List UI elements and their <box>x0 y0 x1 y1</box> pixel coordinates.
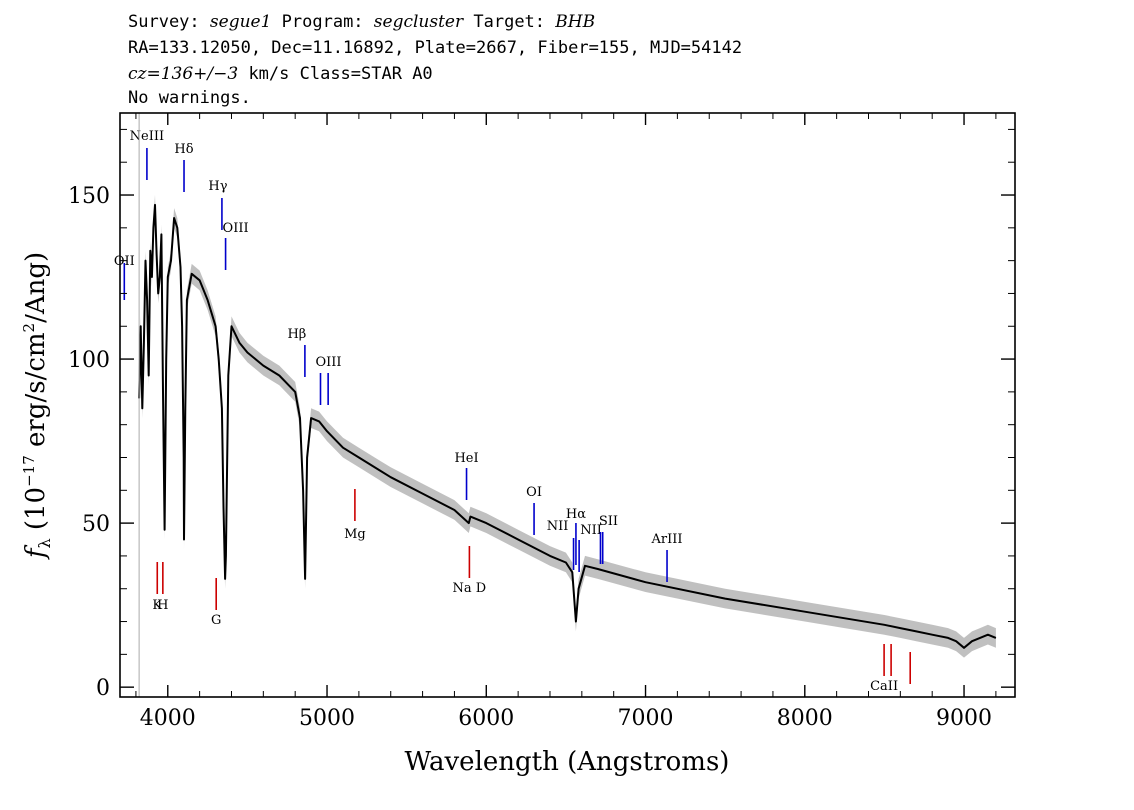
emission-line-label: NII <box>547 519 569 534</box>
x-tick-label: 5000 <box>299 706 355 731</box>
survey-value: segue1 <box>209 12 272 32</box>
header-line-3: cz=136+/−3 km/s Class=STAR A0 <box>128 64 433 84</box>
absorption-line-label: Mg <box>344 527 366 542</box>
program-label: Program: <box>281 12 364 32</box>
emission-line-label: HeI <box>454 451 478 466</box>
y-tick-label: 0 <box>96 676 110 701</box>
program-value: segcluster <box>373 12 464 32</box>
x-tick-label: 4000 <box>140 706 196 731</box>
absorption-line-label: Na D <box>453 581 487 596</box>
header-line-4: No warnings. <box>128 88 251 108</box>
error-band <box>139 195 996 658</box>
axes-layer: 4000 5000 6000 7000 8000 9000 0 50 100 150 <box>68 113 1015 731</box>
absorption-line-label: H <box>157 598 168 613</box>
emission-line-label: Hβ <box>287 327 306 342</box>
emission-line-label: Hγ <box>208 179 227 194</box>
emission-line-label: SII <box>599 514 618 529</box>
x-tick-label: 7000 <box>618 706 674 731</box>
x-axis-label: Wavelength (Angstroms) <box>405 747 730 777</box>
emission-line-label: OI <box>526 485 542 500</box>
absorption-line-label: K <box>152 598 162 613</box>
x-tick-label: 8000 <box>777 706 833 731</box>
emission-line-label: ArIII <box>651 532 683 547</box>
emission-line-label: Hδ <box>174 142 193 157</box>
emission-line-label: NII <box>580 523 602 538</box>
y-tick-label: 100 <box>68 348 110 373</box>
flux-layer <box>138 203 997 649</box>
y-tick-label: 150 <box>68 184 110 209</box>
target-label: Target: <box>473 12 546 32</box>
spectral-lines-layer: NeIIIHδHγOIIIHβOIIIHeIOINIIHαNIISIIArIII… <box>114 129 912 694</box>
x-tick-label: 6000 <box>458 706 514 731</box>
emission-line-label: NeIII <box>130 129 164 144</box>
x-tick-label: 9000 <box>936 706 992 731</box>
flux-line <box>138 203 997 649</box>
emission-line-label: OIII <box>223 221 249 236</box>
emission-line-label: OII <box>114 254 135 269</box>
y-axis-label: fλ (10−17 erg/s/cm2/Ang) <box>20 252 54 560</box>
cz-rest: km/s Class=STAR A0 <box>238 64 433 84</box>
cz-value: cz=136+/−3 <box>128 64 239 84</box>
survey-label: Survey: <box>128 12 200 32</box>
absorption-line-label: CaII <box>870 679 898 694</box>
absorption-line-label: G <box>211 613 221 628</box>
plot-frame <box>119 112 1016 698</box>
emission-line-label: OIII <box>315 355 341 370</box>
error-band-layer <box>139 195 996 658</box>
y-tick-label: 50 <box>82 512 110 537</box>
header-line-2: RA=133.12050, Dec=11.16892, Plate=2667, … <box>128 38 743 58</box>
target-value: BHB <box>555 12 596 32</box>
emission-line-label: Hα <box>566 507 586 522</box>
header-line-1: Survey: segue1 Program: segcluster Targe… <box>128 12 595 32</box>
